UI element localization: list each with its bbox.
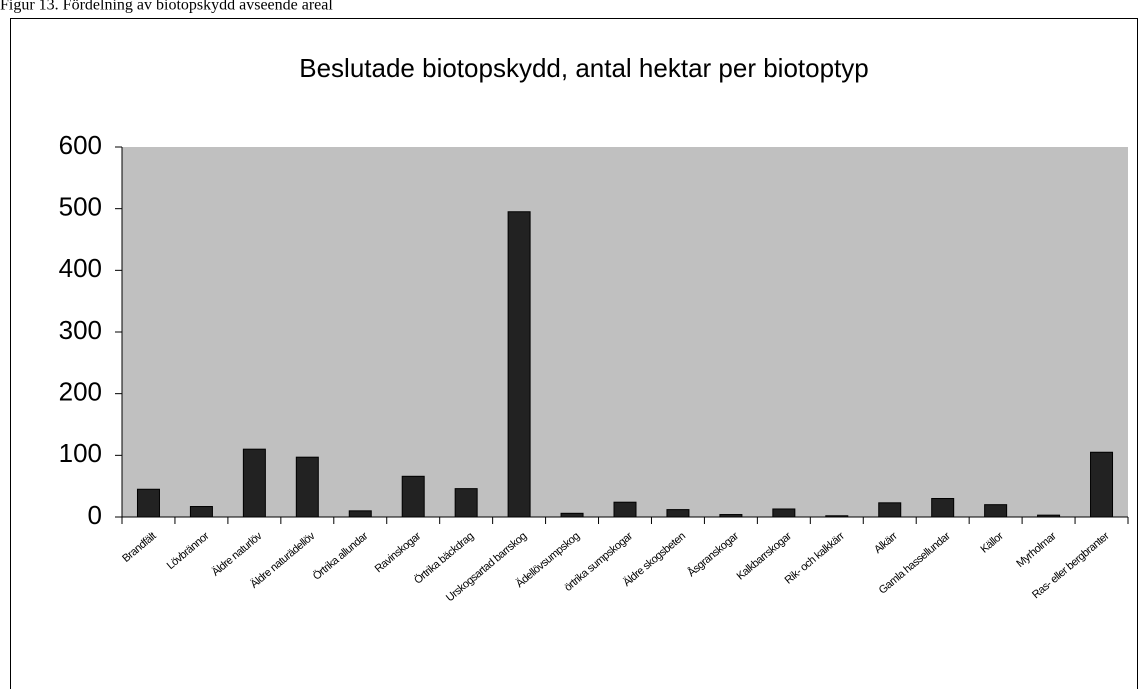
bar (507, 211, 531, 518)
bar (772, 508, 796, 518)
bar (1037, 514, 1061, 518)
bar (454, 488, 478, 518)
caption: Figur 13. Fördelning av biotopskydd avse… (0, 0, 333, 14)
bar (666, 509, 690, 518)
y-tick-label: 0 (88, 500, 102, 530)
y-tick-label: 100 (59, 438, 102, 468)
bar (719, 514, 743, 518)
bar (984, 504, 1008, 518)
y-tick-label: 300 (59, 315, 102, 345)
y-tick-label: 500 (59, 192, 102, 222)
plot-area (122, 147, 1128, 517)
bar (931, 498, 955, 518)
bar (348, 510, 372, 518)
y-tick-label: 200 (59, 377, 102, 407)
bar (401, 475, 425, 518)
chart-title: Beslutade biotopskydd, antal hektar per … (299, 53, 869, 83)
bar (825, 515, 849, 518)
bar (1090, 451, 1114, 518)
bar (878, 502, 902, 518)
bar (189, 506, 213, 518)
bar (295, 456, 319, 518)
bar (242, 448, 266, 518)
bar (560, 512, 584, 518)
y-tick-label: 600 (59, 130, 102, 160)
y-tick-label: 400 (59, 253, 102, 283)
bar (136, 488, 160, 518)
bar (613, 501, 637, 518)
